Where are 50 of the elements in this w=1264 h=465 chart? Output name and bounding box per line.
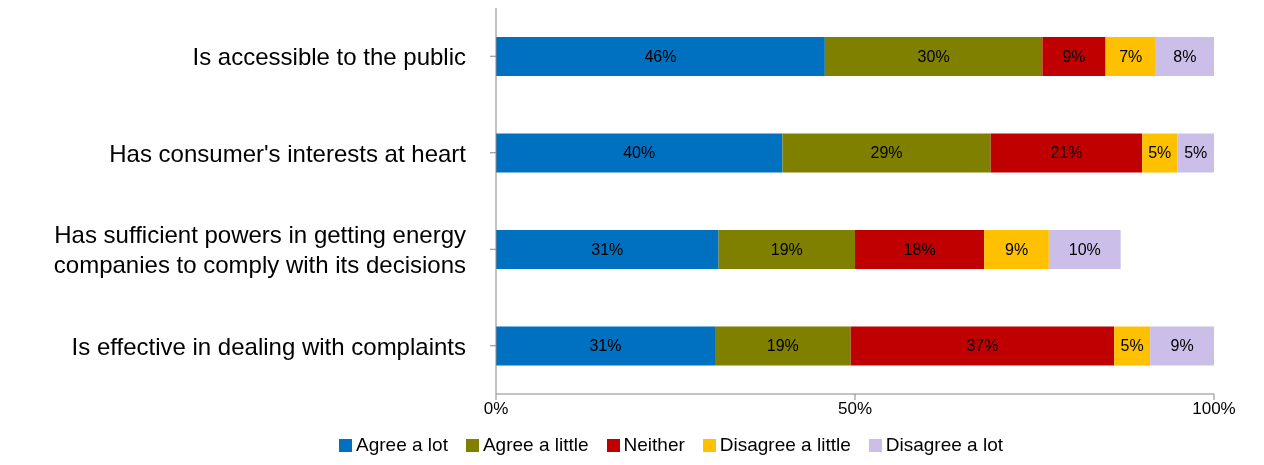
data-label: 37% — [966, 337, 999, 355]
data-label: 19% — [770, 240, 803, 258]
bar — [1150, 326, 1214, 366]
bar — [496, 133, 783, 173]
bar — [824, 36, 1043, 76]
bar — [855, 229, 985, 269]
bar — [1177, 133, 1214, 173]
data-label: 9% — [1004, 240, 1029, 258]
bar — [990, 133, 1143, 173]
data-label: 29% — [870, 144, 903, 162]
bar — [782, 133, 991, 173]
bar — [496, 229, 719, 269]
bar — [1048, 229, 1121, 269]
data-label: 5% — [1148, 144, 1172, 162]
x-tick-label: 100% — [1192, 399, 1236, 419]
y-tick-label: Has consumer's interests at heart — [109, 139, 467, 167]
bar — [496, 36, 825, 76]
data-label: 31% — [591, 240, 624, 258]
bar — [714, 326, 851, 366]
bar — [1155, 36, 1214, 76]
bar — [984, 229, 1049, 269]
data-label: 9% — [1170, 337, 1194, 355]
x-tick-label: 50% — [837, 399, 873, 419]
bar — [1042, 36, 1106, 76]
legend-label: Disagree a lot — [885, 434, 1003, 456]
data-label: 5% — [1184, 144, 1208, 162]
legend-label: Agree a little — [482, 434, 589, 456]
data-label: 21% — [1050, 144, 1083, 162]
data-label: 18% — [903, 240, 936, 258]
data-label: 40% — [623, 144, 656, 162]
x-tick-label: 0% — [483, 399, 509, 419]
data-label: 31% — [589, 337, 622, 355]
data-label: 7% — [1119, 47, 1143, 65]
bar — [1105, 36, 1156, 76]
bar — [718, 229, 855, 269]
y-tick-label: Has sufficient powers in getting energy companies to comply with its decisions — [53, 220, 466, 278]
data-label: 19% — [766, 337, 799, 355]
y-tick-label: Is accessible to the public — [192, 42, 466, 70]
data-label: 30% — [917, 47, 950, 65]
y-tick-label: Is effective in dealing with complaints — [71, 332, 466, 360]
data-label: 9% — [1062, 47, 1086, 65]
data-label: 10% — [1068, 240, 1101, 258]
legend-label: Disagree a little — [719, 434, 851, 456]
data-label: 5% — [1120, 337, 1144, 355]
legend-label: Agree a lot — [356, 434, 448, 456]
data-label: 8% — [1173, 47, 1197, 65]
bar — [850, 326, 1115, 366]
legend-label: Neither — [623, 434, 685, 456]
data-label: 46% — [644, 47, 677, 65]
bar — [496, 326, 715, 366]
